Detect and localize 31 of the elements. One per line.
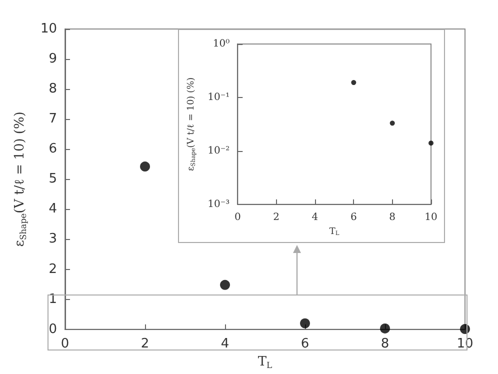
y-tick-label: 9 [48,52,57,67]
point [390,120,395,126]
y-tick-label: 7 [48,112,57,127]
x-tick-label: 8 [380,336,390,352]
y-tick-label: 10 [40,22,57,36]
point [351,80,356,86]
y-tick-label: 6 [48,142,57,157]
x-tick-label: 6 [350,212,357,223]
x-tick-label: 6 [300,336,310,352]
point [140,162,150,172]
y-tick-label: 3 [48,232,57,247]
y-axis-title: εShape(V t/ℓ = 10) (%) [12,112,28,247]
y-tick-label: 10⁻¹ [208,92,230,103]
y-tick-label: 10⁰ [212,38,230,50]
x-tick-label: 2 [140,336,150,352]
y-tick-label: 10⁻³ [208,198,230,210]
x-tick-label: 2 [273,212,280,223]
y-tick-label: 0 [48,322,57,337]
y-tick-label: 5 [48,172,57,187]
x-tick-label: 0 [60,336,70,352]
point [300,318,310,328]
x-tick-label: 10 [424,212,438,223]
x-tick-label: 0 [234,212,241,223]
y-tick-label: 8 [48,82,57,97]
x-tick-label: 4 [312,212,318,223]
point [380,323,390,334]
point [428,140,434,146]
y-tick-label: 2 [48,262,57,277]
y-tick-label: 10⁻² [208,145,230,156]
x-tick-label: 8 [389,212,396,223]
point [220,280,230,290]
